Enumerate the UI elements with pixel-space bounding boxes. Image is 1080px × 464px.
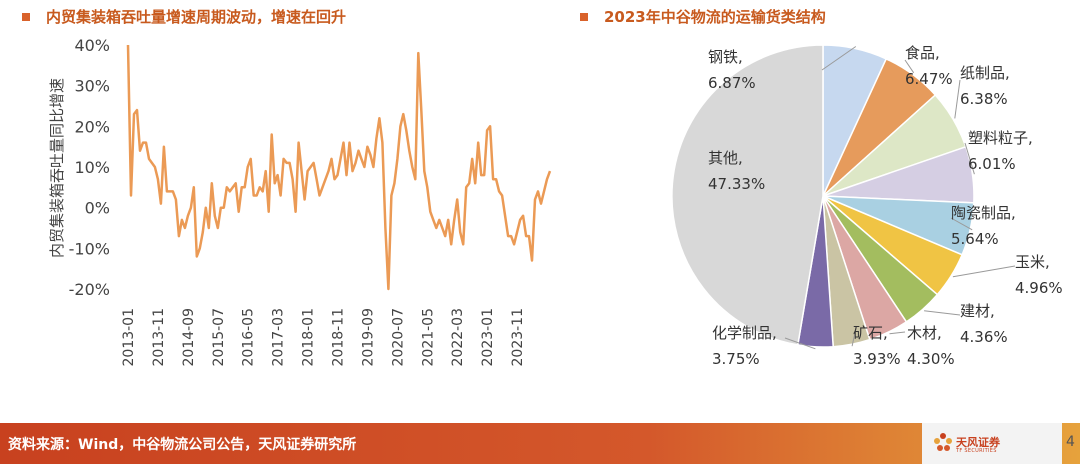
pie-category-label: 建材, — [960, 302, 995, 320]
x-tick-label: 2016-05 — [241, 308, 257, 367]
pie-category-label: 塑料粒子, — [968, 129, 1033, 147]
x-tick-label: 2017-03 — [271, 308, 287, 367]
logo: 天风证券 TF SECURITIES — [922, 423, 1062, 464]
x-tick-label: 2013-11 — [151, 308, 167, 367]
leader-line — [924, 310, 961, 316]
flower-logo-icon — [934, 433, 952, 451]
y-tick-label: 10% — [74, 158, 110, 177]
leader-line — [952, 265, 1016, 278]
source-note: 资料来源：Wind，中谷物流公司公告，天风证券研究所 — [8, 437, 357, 453]
pie-category-label: 木材, — [907, 324, 942, 342]
pie-value-label: 6.01% — [968, 155, 1016, 173]
pie-value-label: 4.30% — [907, 350, 955, 368]
leader-line — [964, 142, 975, 175]
pie-value-label: 6.47% — [905, 70, 953, 88]
left-chart-title-row: 内贸集装箱吞吐量增速周期波动，增速在回升 — [22, 6, 346, 27]
pie-category-label: 化学制品, — [712, 324, 777, 342]
pie-category-label: 钢铁, — [708, 48, 743, 66]
x-tick-label: 2018-01 — [301, 308, 317, 367]
title-bullet-icon — [22, 12, 30, 21]
pie-value-label: 5.64% — [951, 230, 999, 248]
pie-category-label: 陶瓷制品, — [951, 204, 1016, 222]
y-axis-label: 内贸集装箱吞吐量同比增速 — [48, 78, 66, 258]
x-tick-label: 2023-01 — [480, 308, 496, 367]
leader-line — [954, 79, 961, 119]
pie-value-label: 3.75% — [712, 350, 760, 368]
pie-category-label: 玉米, — [1015, 253, 1050, 271]
pie-value-label: 4.96% — [1015, 279, 1063, 297]
pie-value-label: 3.93% — [853, 350, 901, 368]
y-tick-label: 20% — [74, 117, 110, 136]
logo-subtitle: TF SECURITIES — [956, 448, 997, 454]
pie-chart: 钢铁, 6.87% 食品, 6.47% 纸制品, 6.38% 塑料粒子, 6.01% 陶瓷制品,… — [671, 44, 1063, 368]
page-number: 4 — [1066, 434, 1075, 450]
y-tick-label: 40% — [74, 36, 110, 55]
leader-line — [821, 46, 857, 71]
pie-category-label: 矿石, — [853, 324, 888, 342]
y-tick-label: 0% — [85, 199, 110, 218]
leader-line — [851, 327, 857, 347]
pie-slice — [671, 44, 824, 346]
leader-line — [904, 59, 915, 74]
pie-value-label: 6.87% — [708, 74, 756, 92]
x-tick-label: 2014-09 — [181, 308, 197, 367]
x-tick-label: 2021-05 — [420, 308, 436, 367]
line-series — [126, 44, 552, 291]
y-tick-label: 30% — [74, 77, 110, 96]
right-chart-title: 2023年中谷物流的运输货类结构 — [604, 8, 826, 26]
right-chart-title-row: 2023年中谷物流的运输货类结构 — [580, 6, 826, 27]
title-bullet-icon — [580, 12, 588, 21]
leader-line — [784, 337, 816, 350]
x-tick-label: 2015-07 — [211, 308, 227, 367]
y-tick-label: -10% — [69, 239, 110, 258]
left-chart-title: 内贸集装箱吞吐量增速周期波动，增速在回升 — [46, 8, 347, 26]
line-chart: 内贸集装箱吞吐量同比增速 40% 30% 20% 10% 0% -10% -20% 2013… — [48, 36, 552, 367]
footer-bar: 资料来源：Wind，中谷物流公司公告，天风证券研究所 天风证券 TF SECUR… — [0, 423, 1080, 464]
leader-line — [950, 217, 973, 231]
pie-value-label: 47.33% — [708, 175, 765, 193]
logo-name: 天风证券 — [956, 436, 1000, 449]
pie-category-label: 纸制品, — [960, 64, 1010, 82]
y-tick-label: -20% — [69, 280, 110, 299]
pie-value-label: 4.36% — [960, 328, 1008, 346]
x-tick-label: 2019-09 — [360, 308, 376, 367]
leader-line — [889, 331, 906, 335]
pie-value-label: 6.38% — [960, 90, 1008, 108]
x-tick-label: 2023-11 — [510, 308, 526, 367]
pie-category-label: 其他, — [708, 149, 743, 167]
pie-category-label: 食品, — [905, 44, 940, 62]
x-tick-label: 2020-07 — [390, 308, 406, 367]
x-tick-label: 2013-01 — [121, 308, 137, 367]
x-tick-label: 2018-11 — [331, 308, 347, 367]
x-tick-label: 2022-03 — [450, 308, 466, 367]
